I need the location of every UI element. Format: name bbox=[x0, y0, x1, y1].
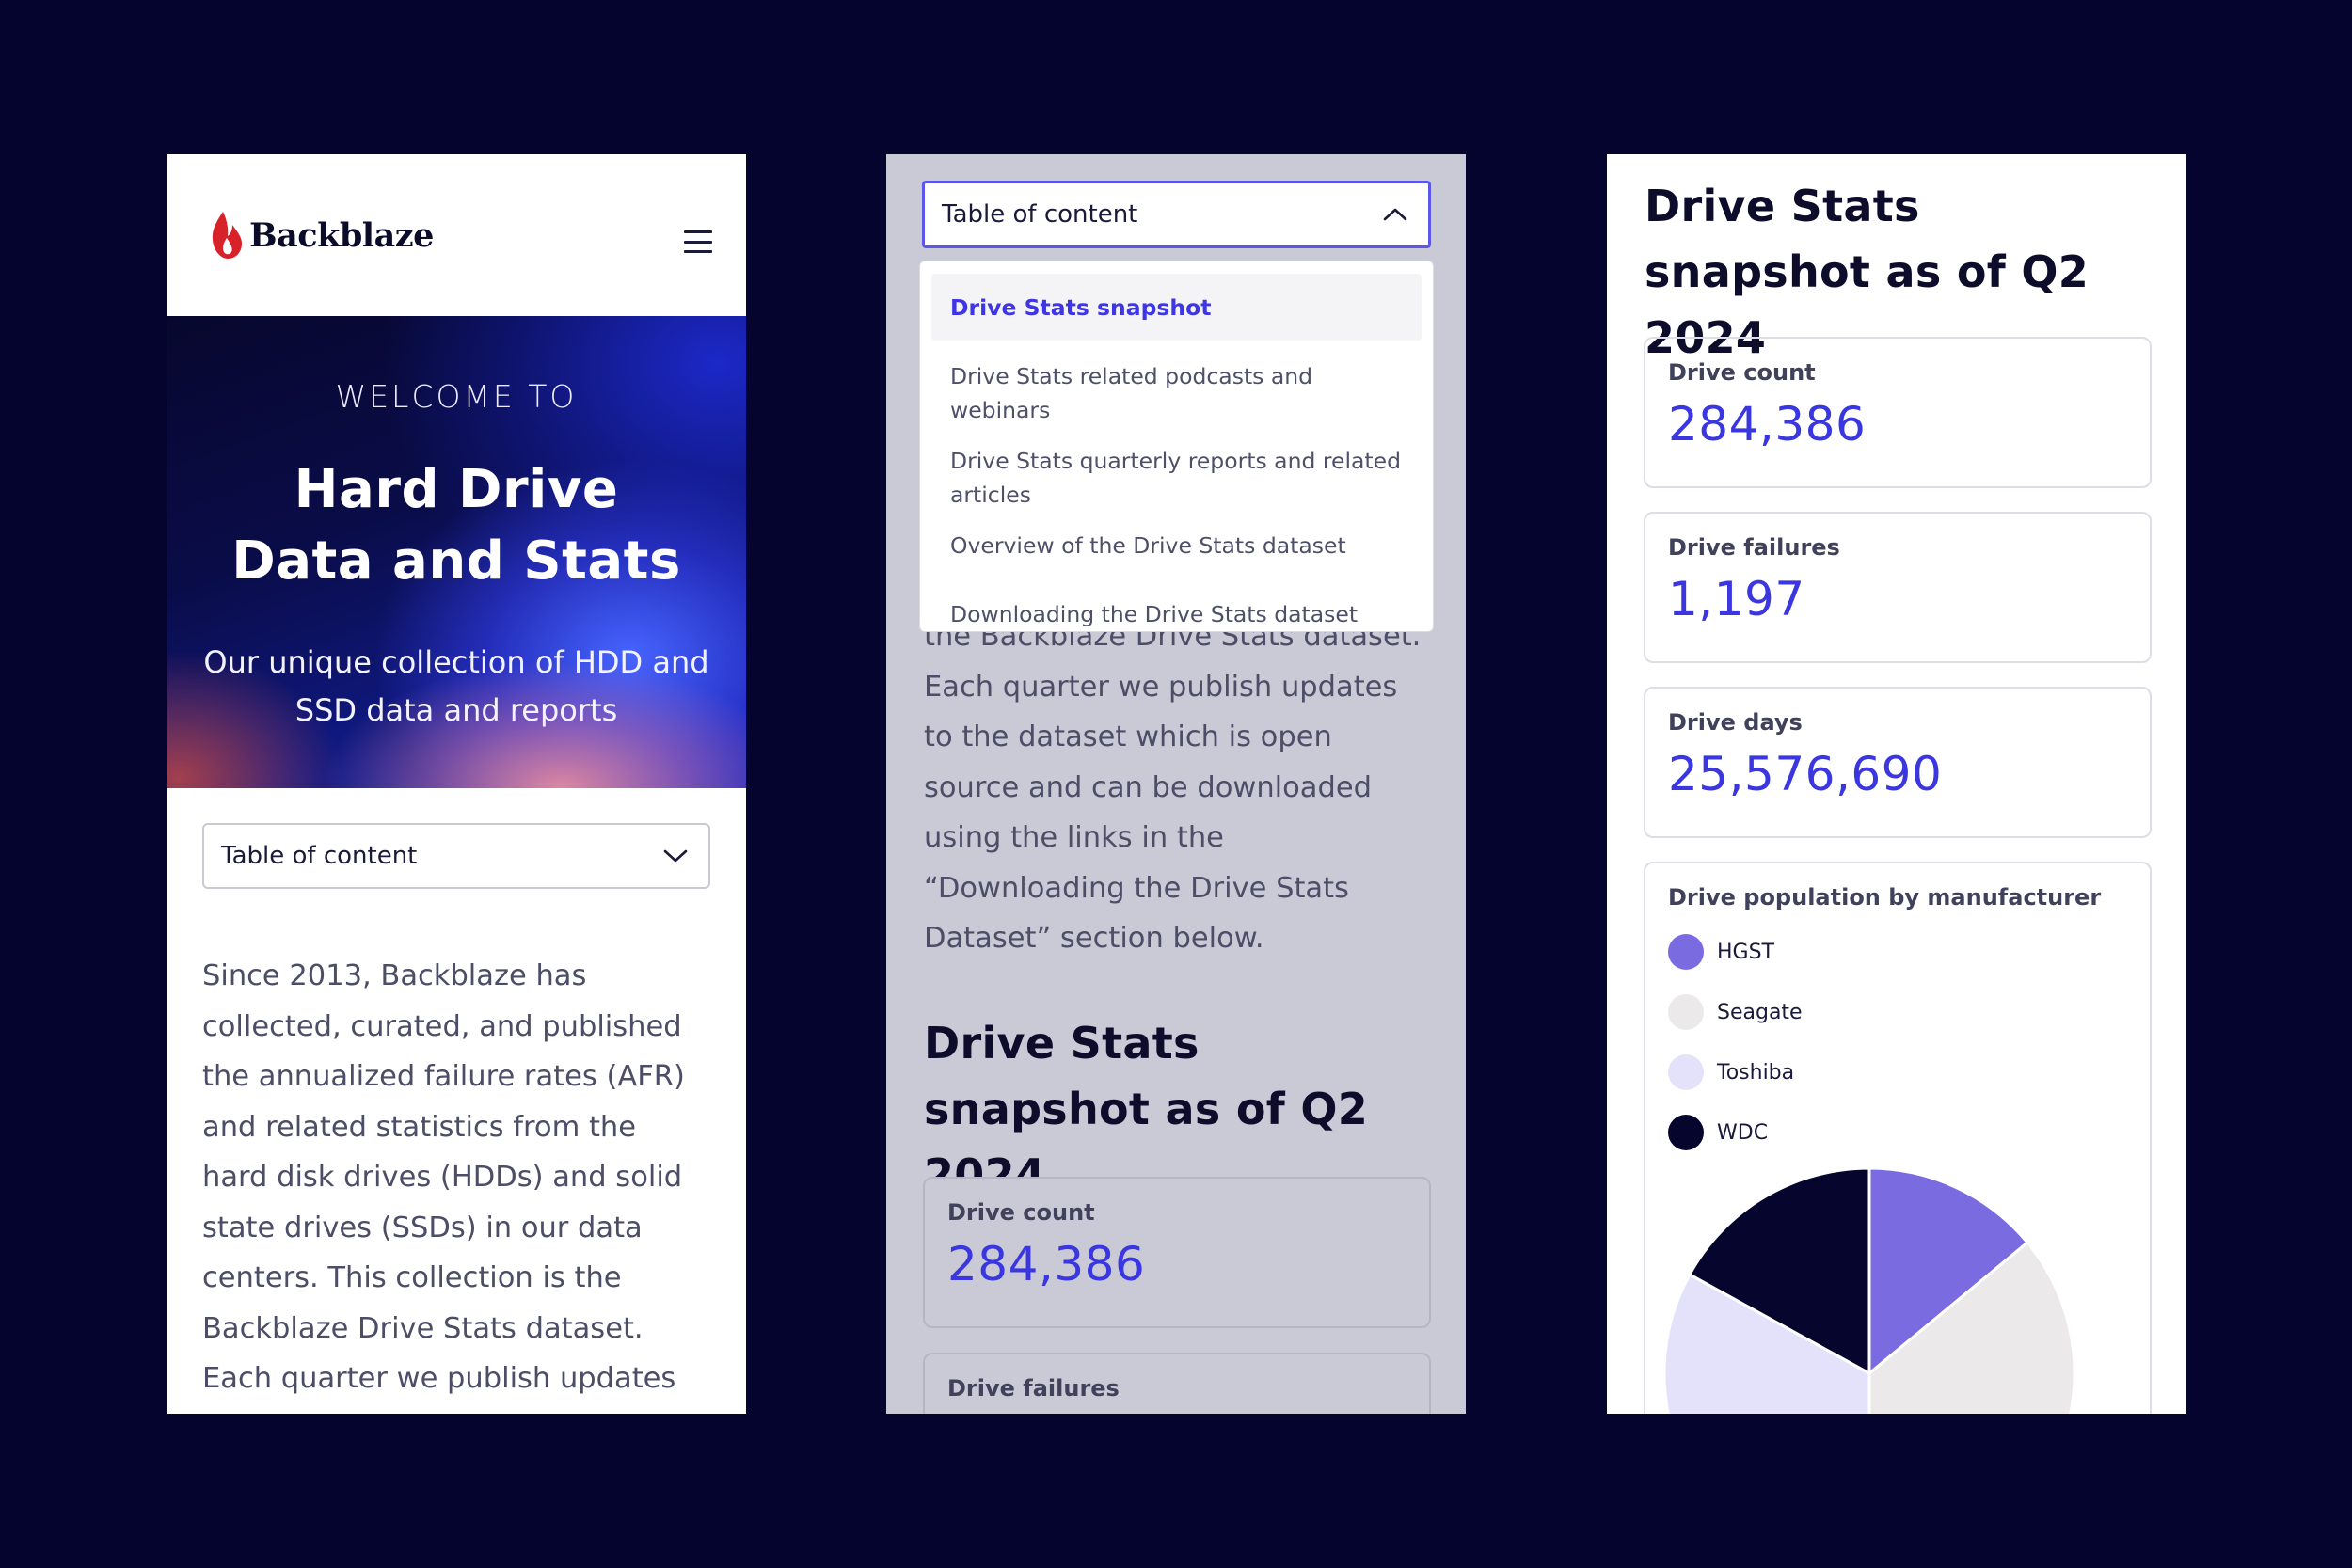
stat-card-drive-failures: Drive failures 1,197 bbox=[1644, 512, 2152, 663]
stat-label: Drive count bbox=[947, 1199, 1095, 1226]
toc-item-quarterly-reports[interactable]: Drive Stats quarterly reports and relate… bbox=[950, 448, 1401, 508]
brand-name: Backblaze bbox=[249, 215, 434, 255]
pie-slice-wdc bbox=[1687, 1166, 1871, 1376]
intro-paragraph: Since 2013, Backblaze has collected, cur… bbox=[202, 959, 685, 1414]
legend-swatch bbox=[1668, 934, 1704, 970]
stat-card-drive-count: Drive count 284,386 bbox=[923, 1177, 1431, 1328]
toc-select-open[interactable]: Table of content bbox=[922, 181, 1431, 248]
toc-select-label: Table of content bbox=[942, 200, 1138, 229]
stat-label: Drive failures bbox=[1668, 534, 1840, 561]
legend-label: WDC bbox=[1717, 1120, 1769, 1145]
legend-label: Seagate bbox=[1717, 1000, 1803, 1024]
flame-icon bbox=[212, 212, 242, 259]
chevron-up-icon bbox=[1383, 208, 1407, 221]
mobile-screen-toc-open: Table of content Drive Stats snapshot Dr… bbox=[886, 154, 1466, 1414]
stat-card-drive-count: Drive count 284,386 bbox=[1644, 337, 2152, 488]
legend-swatch bbox=[1668, 994, 1704, 1030]
legend-swatch bbox=[1668, 1054, 1704, 1090]
pie-slice-hgst bbox=[1867, 1166, 2030, 1377]
stat-value: 284,386 bbox=[947, 1237, 1146, 1291]
stat-value: 1,197 bbox=[947, 1413, 1406, 1414]
stat-value: 25,576,690 bbox=[1668, 747, 1943, 801]
legend-swatch bbox=[1668, 1115, 1704, 1150]
stat-card-drive-days: Drive days 25,576,690 bbox=[1644, 687, 2152, 838]
toc-item-podcasts-webinars[interactable]: Drive Stats related podcasts and webinar… bbox=[950, 363, 1313, 423]
manufacturer-pie-chart bbox=[1662, 1166, 2076, 1414]
intro-paragraph: the Backblaze Drive Stats dataset. Each … bbox=[924, 620, 1422, 955]
legend-label: Toshiba bbox=[1717, 1060, 1795, 1085]
stat-label: Drive failures bbox=[947, 1375, 1120, 1402]
legend-item-seagate: Seagate bbox=[1668, 982, 2127, 1042]
site-header: Backblaze bbox=[167, 154, 746, 316]
hero-subtitle: Our unique collection of HDD and SSD dat… bbox=[203, 644, 709, 728]
stat-card-drive-failures: Drive failures 1,197 bbox=[923, 1353, 1431, 1414]
snapshot-heading: Drive Stats snapshot as of Q2 2024 bbox=[924, 1018, 1369, 1200]
backblaze-logo[interactable]: Backblaze bbox=[210, 210, 434, 261]
toc-item-drive-stats-snapshot[interactable]: Drive Stats snapshot bbox=[931, 274, 1422, 341]
stat-label: Drive count bbox=[1668, 359, 1816, 386]
toc-item-dataset-overview[interactable]: Overview of the Drive Stats dataset bbox=[950, 532, 1346, 559]
mobile-screen-home: Backblaze WELCOME TO Hard Drive Data and… bbox=[167, 154, 746, 1414]
stat-value: 284,386 bbox=[1668, 397, 1867, 451]
legend-item-toshiba: Toshiba bbox=[1668, 1042, 2127, 1102]
manufacturer-pie-card: Drive population by manufacturer HGST Sea… bbox=[1644, 862, 2152, 1414]
legend-label: HGST bbox=[1717, 940, 1774, 964]
toc-select[interactable]: Table of content bbox=[202, 823, 710, 889]
toc-dropdown-menu: Drive Stats snapshot Drive Stats related… bbox=[919, 261, 1434, 632]
toc-select-label: Table of content bbox=[221, 842, 418, 870]
toc-item-downloading-dataset[interactable]: Downloading the Drive Stats dataset bbox=[950, 601, 1359, 627]
pie-slice-seagate bbox=[1867, 1240, 2076, 1414]
hero-eyebrow: WELCOME TO bbox=[335, 378, 578, 415]
legend-item-wdc: WDC bbox=[1668, 1102, 2127, 1163]
stat-label: Drive days bbox=[1668, 709, 1803, 736]
pie-card-title: Drive population by manufacturer bbox=[1668, 884, 2102, 911]
chevron-down-icon bbox=[663, 849, 688, 863]
hero-title: Hard Drive Data and Stats bbox=[231, 459, 681, 592]
pie-legend: HGST Seagate Toshiba WDC bbox=[1668, 922, 2127, 1163]
stat-value: 1,197 bbox=[1668, 572, 1805, 626]
hero-banner: WELCOME TO Hard Drive Data and Stats Our… bbox=[167, 316, 746, 788]
pie-slice-toshiba bbox=[1662, 1272, 1871, 1414]
mobile-screen-snapshot: Drive Stats snapshot as of Q2 2024 Drive… bbox=[1607, 154, 2186, 1414]
legend-item-hgst: HGST bbox=[1668, 922, 2127, 982]
menu-hamburger-icon[interactable] bbox=[684, 230, 712, 253]
